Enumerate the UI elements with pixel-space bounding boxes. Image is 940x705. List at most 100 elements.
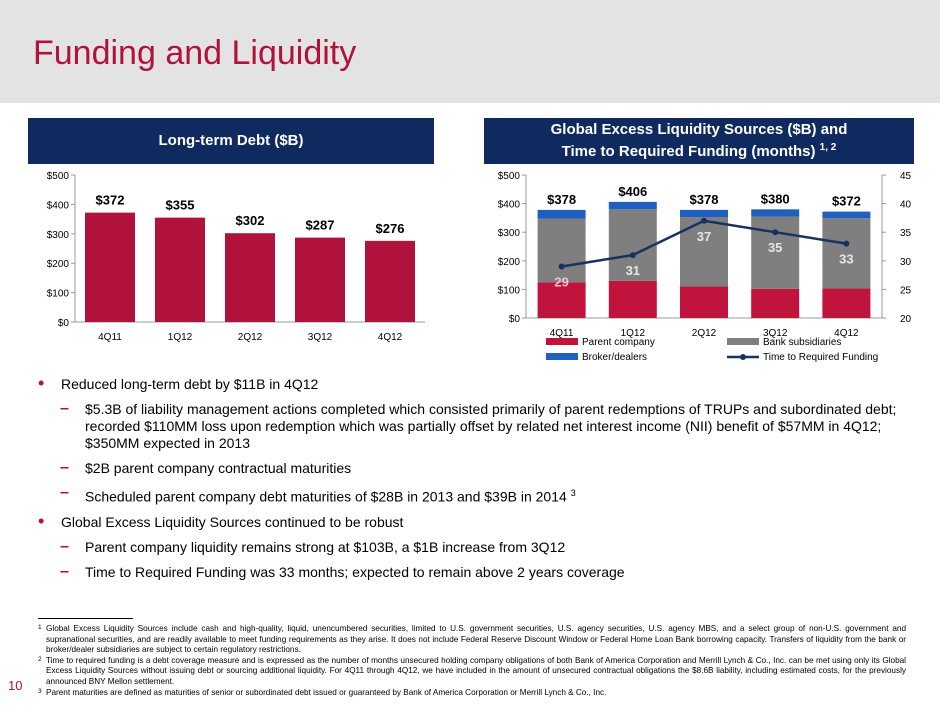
x-tick-label: 2Q12 [238, 332, 263, 343]
footnote-text: Time to required funding is a debt cover… [46, 655, 906, 686]
legend-bank-subsidiaries-label: Bank subsidiaries [763, 337, 841, 348]
x-tick-label: 4Q11 [98, 332, 122, 343]
time-to-funding-point [843, 240, 850, 247]
legend-time-to-funding-label: Time to Required Funding [763, 352, 878, 363]
sub-bullet-item: Parent company liquidity remains strong … [38, 538, 918, 556]
footnote-2: 2 Time to required funding is a debt cove… [38, 656, 906, 688]
y2-tick-label: 35 [900, 228, 912, 239]
long-term-debt-chart: $0 $100 $200 $300 $400 $500 $372 4Q11 $355 1Q12 $3… [47, 171, 425, 343]
footnote-3: 3 Parent maturities are defined as maturi… [38, 688, 906, 699]
broker-dealers-bar [751, 209, 800, 217]
parent-company-bar [751, 288, 800, 318]
legend-parent-company-label: Parent company [582, 337, 655, 348]
total-data-label: $378 [690, 192, 719, 207]
footnote-num: 2 [38, 655, 42, 663]
chart1-title: Long-term Debt ($B) [158, 132, 304, 149]
y2-tick-label: 40 [900, 200, 912, 211]
y2-tick-label: 25 [900, 285, 912, 296]
chart2-title-line1: Global Excess Liquidity Sources ($B) and [550, 121, 848, 138]
y-tick-label: $100 [47, 289, 70, 300]
legend-bank-subsidiaries-swatch [727, 338, 759, 345]
sub-bullet-item: Scheduled parent company debt maturities… [38, 484, 918, 506]
broker-dealers-bar [680, 209, 728, 218]
header-band [0, 0, 940, 103]
bullet-list: Reduced long-term debt by $11B in 4Q12 $… [38, 375, 918, 589]
liquidity-chart: $0 $100 $200 $300 $400 $500 20 25 30 35 40 45 $378 4Q… [498, 171, 912, 363]
bullet-text: Time to Required Funding was 33 months; … [85, 563, 625, 580]
time-to-funding-label: 33 [839, 252, 853, 267]
y2-tick-label: 30 [900, 257, 912, 268]
footnote-num: 1 [38, 624, 42, 631]
broker-dealers-bar [608, 201, 657, 210]
total-data-label: $372 [832, 194, 861, 209]
footnotes: 1 Global Excess Liquidity Sources include… [38, 624, 906, 698]
long-term-debt-header: Long-term Debt ($B) [28, 118, 434, 164]
page-title: Funding and Liquidity [33, 34, 357, 72]
y-tick-label: $400 [498, 200, 521, 211]
bank-subsidiaries-bar [822, 218, 871, 289]
y-tick-label: $500 [47, 171, 70, 182]
x-tick-label: 1Q12 [168, 332, 193, 343]
time-to-funding-point [772, 229, 779, 236]
time-to-funding-point [701, 217, 707, 224]
bar [85, 212, 135, 322]
bullet-item: Global Excess Liquidity Sources continue… [38, 513, 918, 531]
x-tick-label: 4Q12 [834, 328, 859, 339]
sub-bullet-item: $5.3B of liability management actions co… [38, 400, 918, 452]
bullet-item: Reduced long-term debt by $11B in 4Q12 [38, 375, 918, 393]
footnote-1: 1 Global Excess Liquidity Sources include… [38, 624, 906, 656]
page-number: 10 [8, 678, 23, 693]
time-to-funding-label: 29 [554, 275, 568, 290]
y-tick-label: $200 [498, 257, 521, 268]
y-tick-label: $300 [498, 228, 521, 239]
y2-tick-label: 20 [900, 314, 912, 325]
legend-line-marker [740, 354, 746, 360]
y-tick-label: $100 [498, 285, 521, 296]
footnote-num: 3 [38, 687, 42, 695]
x-tick-label: 4Q11 [550, 328, 574, 339]
bullet-text: Global Excess Liquidity Sources continue… [61, 513, 404, 530]
y-tick-label: $500 [498, 171, 521, 182]
y2-tick-label: 45 [900, 171, 912, 182]
sub-bullet-item: $2B parent company contractual maturitie… [38, 459, 918, 477]
y-tick-label: $400 [47, 200, 70, 211]
total-data-label: $380 [761, 191, 790, 206]
parent-company-bar [822, 288, 871, 318]
bar [365, 240, 415, 322]
footnote-text: Parent maturities are defined as maturit… [46, 687, 607, 697]
time-to-funding-label: 35 [768, 240, 782, 255]
time-to-funding-label: 37 [697, 229, 711, 244]
bar [225, 233, 275, 322]
broker-dealers-bar [822, 211, 871, 219]
time-to-funding-point [629, 252, 636, 259]
total-data-label: $378 [547, 192, 576, 207]
chart2-title-line2: Time to Required Funding (months) [561, 143, 816, 160]
liquidity-header: Global Excess Liquidity Sources ($B) and… [484, 118, 914, 164]
total-data-label: $406 [618, 184, 647, 199]
x-tick-label: 4Q12 [378, 332, 403, 343]
y-tick-label: $0 [58, 318, 70, 329]
y-tick-label: $200 [47, 259, 70, 270]
footnote-rule [38, 618, 133, 619]
parent-company-bar [680, 286, 728, 318]
parent-company-bar [608, 280, 657, 318]
legend-broker-dealers-swatch [546, 353, 578, 360]
bank-subsidiaries-bar [537, 218, 586, 283]
broker-dealers-bar [537, 209, 586, 219]
bullet-text: $2B parent company contractual maturitie… [85, 460, 352, 476]
bank-subsidiaries-bar [680, 217, 728, 287]
x-tick-label: 2Q12 [692, 328, 717, 339]
bullet-text: $5.3B of liability management actions co… [85, 401, 897, 451]
y-tick-label: $300 [47, 230, 70, 241]
parent-company-bar [537, 282, 586, 318]
x-tick-label: 1Q12 [621, 328, 646, 339]
bullet-text: Parent company liquidity remains strong … [85, 538, 566, 555]
chart2-title-sup: 1, 2 [819, 142, 837, 153]
footnote-ref: 3 [570, 488, 576, 498]
legend-broker-dealers-label: Broker/dealers [582, 352, 647, 363]
bullet-text: Reduced long-term debt by $11B in 4Q12 [61, 376, 319, 392]
x-tick-label: 3Q12 [308, 332, 333, 343]
footnote-text: Global Excess Liquidity Sources include … [46, 624, 906, 655]
bar-data-label: $287 [306, 218, 335, 233]
time-to-funding-label: 31 [626, 263, 640, 278]
